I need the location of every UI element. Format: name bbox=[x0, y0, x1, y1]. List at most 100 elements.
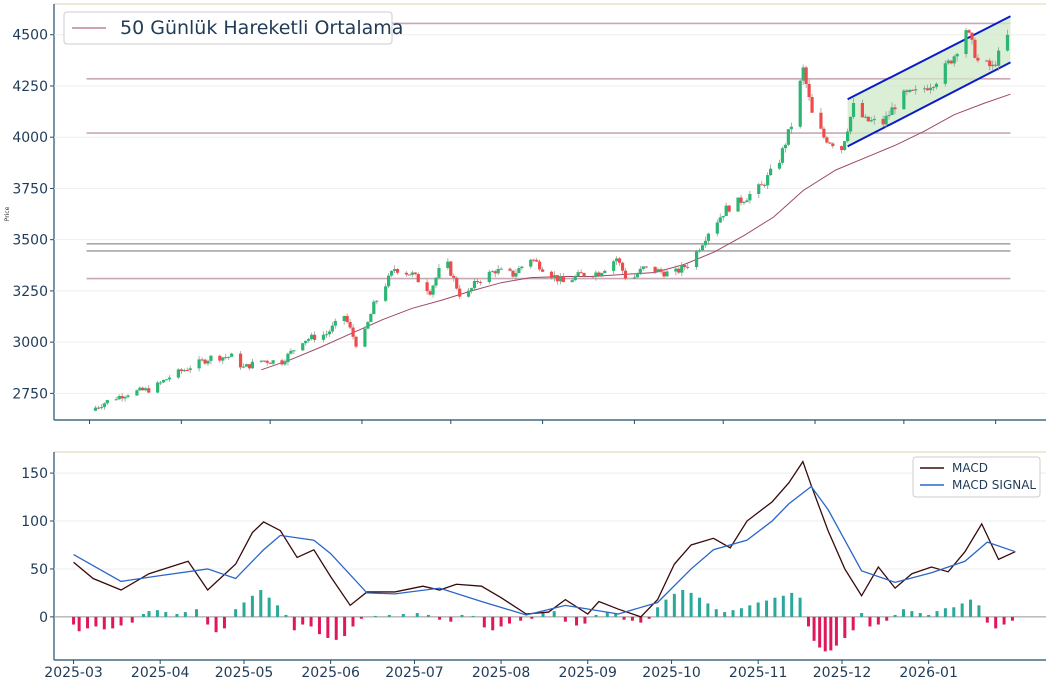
macd-histogram-bar bbox=[175, 613, 179, 617]
candle-body bbox=[967, 30, 971, 33]
candle-body bbox=[988, 60, 992, 67]
candle-body bbox=[620, 262, 625, 271]
candle-body bbox=[99, 407, 103, 409]
candle-body bbox=[529, 259, 533, 267]
candle-body bbox=[224, 357, 228, 359]
macd-histogram-bar bbox=[292, 616, 296, 631]
macd-histogram-bar bbox=[94, 616, 98, 627]
candle-body bbox=[369, 314, 373, 322]
candle-body bbox=[247, 364, 252, 369]
candle-body bbox=[342, 315, 346, 321]
price-y-tick-label: 3750 bbox=[12, 181, 48, 197]
macd-histogram-bar bbox=[267, 597, 271, 617]
candle-body bbox=[310, 334, 314, 339]
candle-body bbox=[102, 403, 106, 408]
macd-histogram-bar bbox=[155, 610, 159, 617]
candle-body bbox=[156, 382, 160, 393]
macd-histogram-bar bbox=[756, 602, 760, 617]
candle-body bbox=[164, 379, 169, 381]
candle-body bbox=[952, 56, 956, 64]
candle-body bbox=[721, 215, 725, 218]
candle-body bbox=[200, 359, 204, 361]
macd-histogram-bar bbox=[343, 616, 347, 637]
macd-legend-box bbox=[912, 456, 1041, 498]
macd-histogram-bar bbox=[583, 616, 587, 624]
macd-histogram-bar bbox=[851, 616, 855, 631]
candle-body bbox=[715, 222, 719, 234]
candle-body bbox=[283, 362, 287, 365]
candle-body bbox=[307, 338, 311, 341]
macd-histogram-bar bbox=[806, 616, 810, 627]
macd-histogram-bar bbox=[781, 595, 785, 617]
macd-histogram-bar bbox=[563, 616, 567, 622]
candle-body bbox=[549, 271, 554, 278]
macd-histogram-bar bbox=[664, 599, 668, 617]
candle-body bbox=[686, 266, 690, 268]
macd-histogram-bar bbox=[829, 616, 833, 651]
candle-body bbox=[789, 126, 793, 130]
macd-histogram-bar bbox=[1002, 616, 1006, 625]
macd-histogram-bar bbox=[309, 616, 313, 627]
candle-body bbox=[804, 67, 808, 84]
candle-body bbox=[395, 269, 400, 273]
candle-body bbox=[540, 269, 545, 272]
macd-histogram-bar bbox=[773, 597, 777, 617]
macd-histogram-bar bbox=[706, 603, 710, 617]
candle-body bbox=[182, 369, 186, 372]
candle-body bbox=[452, 275, 456, 278]
macd-histogram-bar bbox=[943, 608, 947, 617]
macd-histogram-bar bbox=[471, 615, 475, 617]
macd-histogram-bar bbox=[723, 612, 727, 617]
candle-body bbox=[221, 357, 225, 361]
candle-body bbox=[603, 270, 607, 273]
macd-histogram-bar bbox=[656, 607, 660, 617]
candle-body bbox=[472, 281, 477, 289]
price-y-tick-label: 4250 bbox=[12, 79, 48, 95]
trend-channel-fill bbox=[847, 16, 1011, 147]
candle-body bbox=[561, 276, 565, 283]
candle-body bbox=[188, 368, 192, 371]
candle-body bbox=[662, 271, 666, 277]
candle-body bbox=[206, 360, 210, 364]
macd-histogram-bar bbox=[426, 614, 430, 617]
macd-histogram-bar bbox=[843, 616, 847, 638]
macd-histogram-bar bbox=[491, 616, 495, 631]
candle-body bbox=[641, 266, 645, 269]
macd-histogram-bar bbox=[594, 614, 598, 617]
candle-body bbox=[757, 184, 761, 194]
candle-body bbox=[914, 89, 918, 91]
macd-histogram-bar bbox=[141, 613, 145, 617]
macd-histogram-bar bbox=[960, 603, 964, 617]
candle-body bbox=[617, 258, 622, 263]
candle-body bbox=[469, 288, 474, 291]
candle-body bbox=[908, 89, 912, 92]
candle-body bbox=[949, 60, 953, 64]
macd-histogram-bar bbox=[438, 616, 442, 620]
candle-body bbox=[994, 64, 998, 66]
candle-body bbox=[777, 162, 782, 169]
candle-body bbox=[304, 340, 308, 344]
candle-body bbox=[890, 107, 894, 116]
candle-body bbox=[638, 268, 642, 275]
candle-body bbox=[964, 30, 968, 54]
candle-body bbox=[677, 268, 681, 273]
price-y-tick-label: 3250 bbox=[12, 284, 48, 300]
candle-body bbox=[354, 336, 358, 347]
candle-body bbox=[144, 388, 148, 391]
macd-legend-label: MACD bbox=[952, 461, 988, 475]
candle-body bbox=[301, 343, 305, 351]
candle-body bbox=[449, 261, 453, 276]
macd-histogram-bar bbox=[681, 590, 685, 617]
candle-body bbox=[902, 90, 906, 110]
macd-histogram-bar bbox=[614, 613, 618, 617]
candle-body bbox=[985, 60, 989, 62]
candle-body bbox=[674, 268, 678, 272]
macd-histogram-bar bbox=[86, 616, 90, 629]
x-tick-label: 2025-09 bbox=[558, 665, 617, 681]
macd-histogram-bar bbox=[415, 613, 419, 617]
macd-histogram-bar bbox=[910, 611, 914, 617]
candle-body bbox=[786, 129, 790, 145]
candle-body bbox=[514, 273, 518, 277]
macd-histogram-bar bbox=[622, 616, 626, 620]
candle-body bbox=[404, 272, 408, 275]
